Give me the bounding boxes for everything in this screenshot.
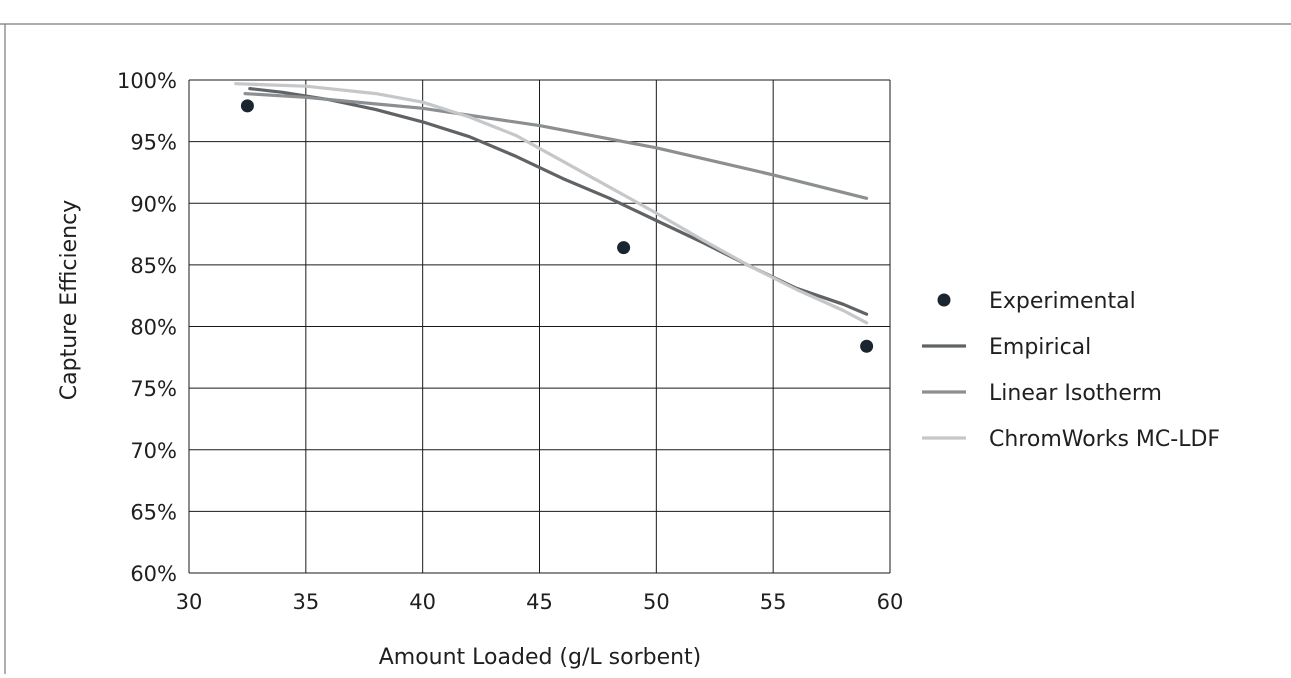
chromworks-mc-ldf-line [234, 82, 869, 325]
legend-label-linear-isotherm: Linear Isotherm [989, 381, 1162, 406]
y-tick-label: 70% [130, 439, 177, 463]
y-tick-label: 60% [130, 562, 177, 586]
y-tick-label: 80% [130, 316, 177, 340]
experimental-point [617, 241, 631, 255]
x-tick-label: 50 [643, 590, 670, 614]
legend-label-empirical: Empirical [989, 335, 1091, 360]
x-tick-label: 30 [176, 590, 203, 614]
legend-label-chromworks-mc-ldf: ChromWorks MC-LDF [989, 427, 1220, 452]
legend-marker-experimental [937, 293, 951, 307]
x-axis-title: Amount Loaded (g/L sorbent) [379, 645, 702, 670]
experimental-point [860, 339, 874, 353]
y-tick-label: 65% [130, 500, 177, 524]
grid [188, 79, 891, 574]
tick-labels: 60% 65% 70% 75% 80% 85% 90% 95% 100% 30 35 40 45 50 55… [117, 69, 903, 614]
linear-isotherm-line [243, 92, 869, 200]
x-tick-label: 60 [877, 590, 904, 614]
y-tick-label: 75% [130, 377, 177, 401]
x-tick-label: 55 [760, 590, 787, 614]
y-tick-label: 100% [117, 69, 177, 93]
x-tick-label: 45 [526, 590, 553, 614]
y-tick-label: 90% [130, 192, 177, 216]
x-tick-label: 40 [409, 590, 436, 614]
y-tick-label: 95% [130, 131, 177, 155]
series-layer [234, 82, 874, 353]
legend: Experimental Empirical Linear Isotherm Chro… [922, 289, 1220, 452]
x-tick-label: 35 [292, 590, 319, 614]
y-tick-label: 85% [130, 254, 177, 278]
legend-label-experimental: Experimental [989, 289, 1136, 314]
empirical-line [248, 87, 869, 316]
experimental-point [240, 99, 254, 113]
y-axis-title: Capture Efficiency [57, 200, 82, 400]
